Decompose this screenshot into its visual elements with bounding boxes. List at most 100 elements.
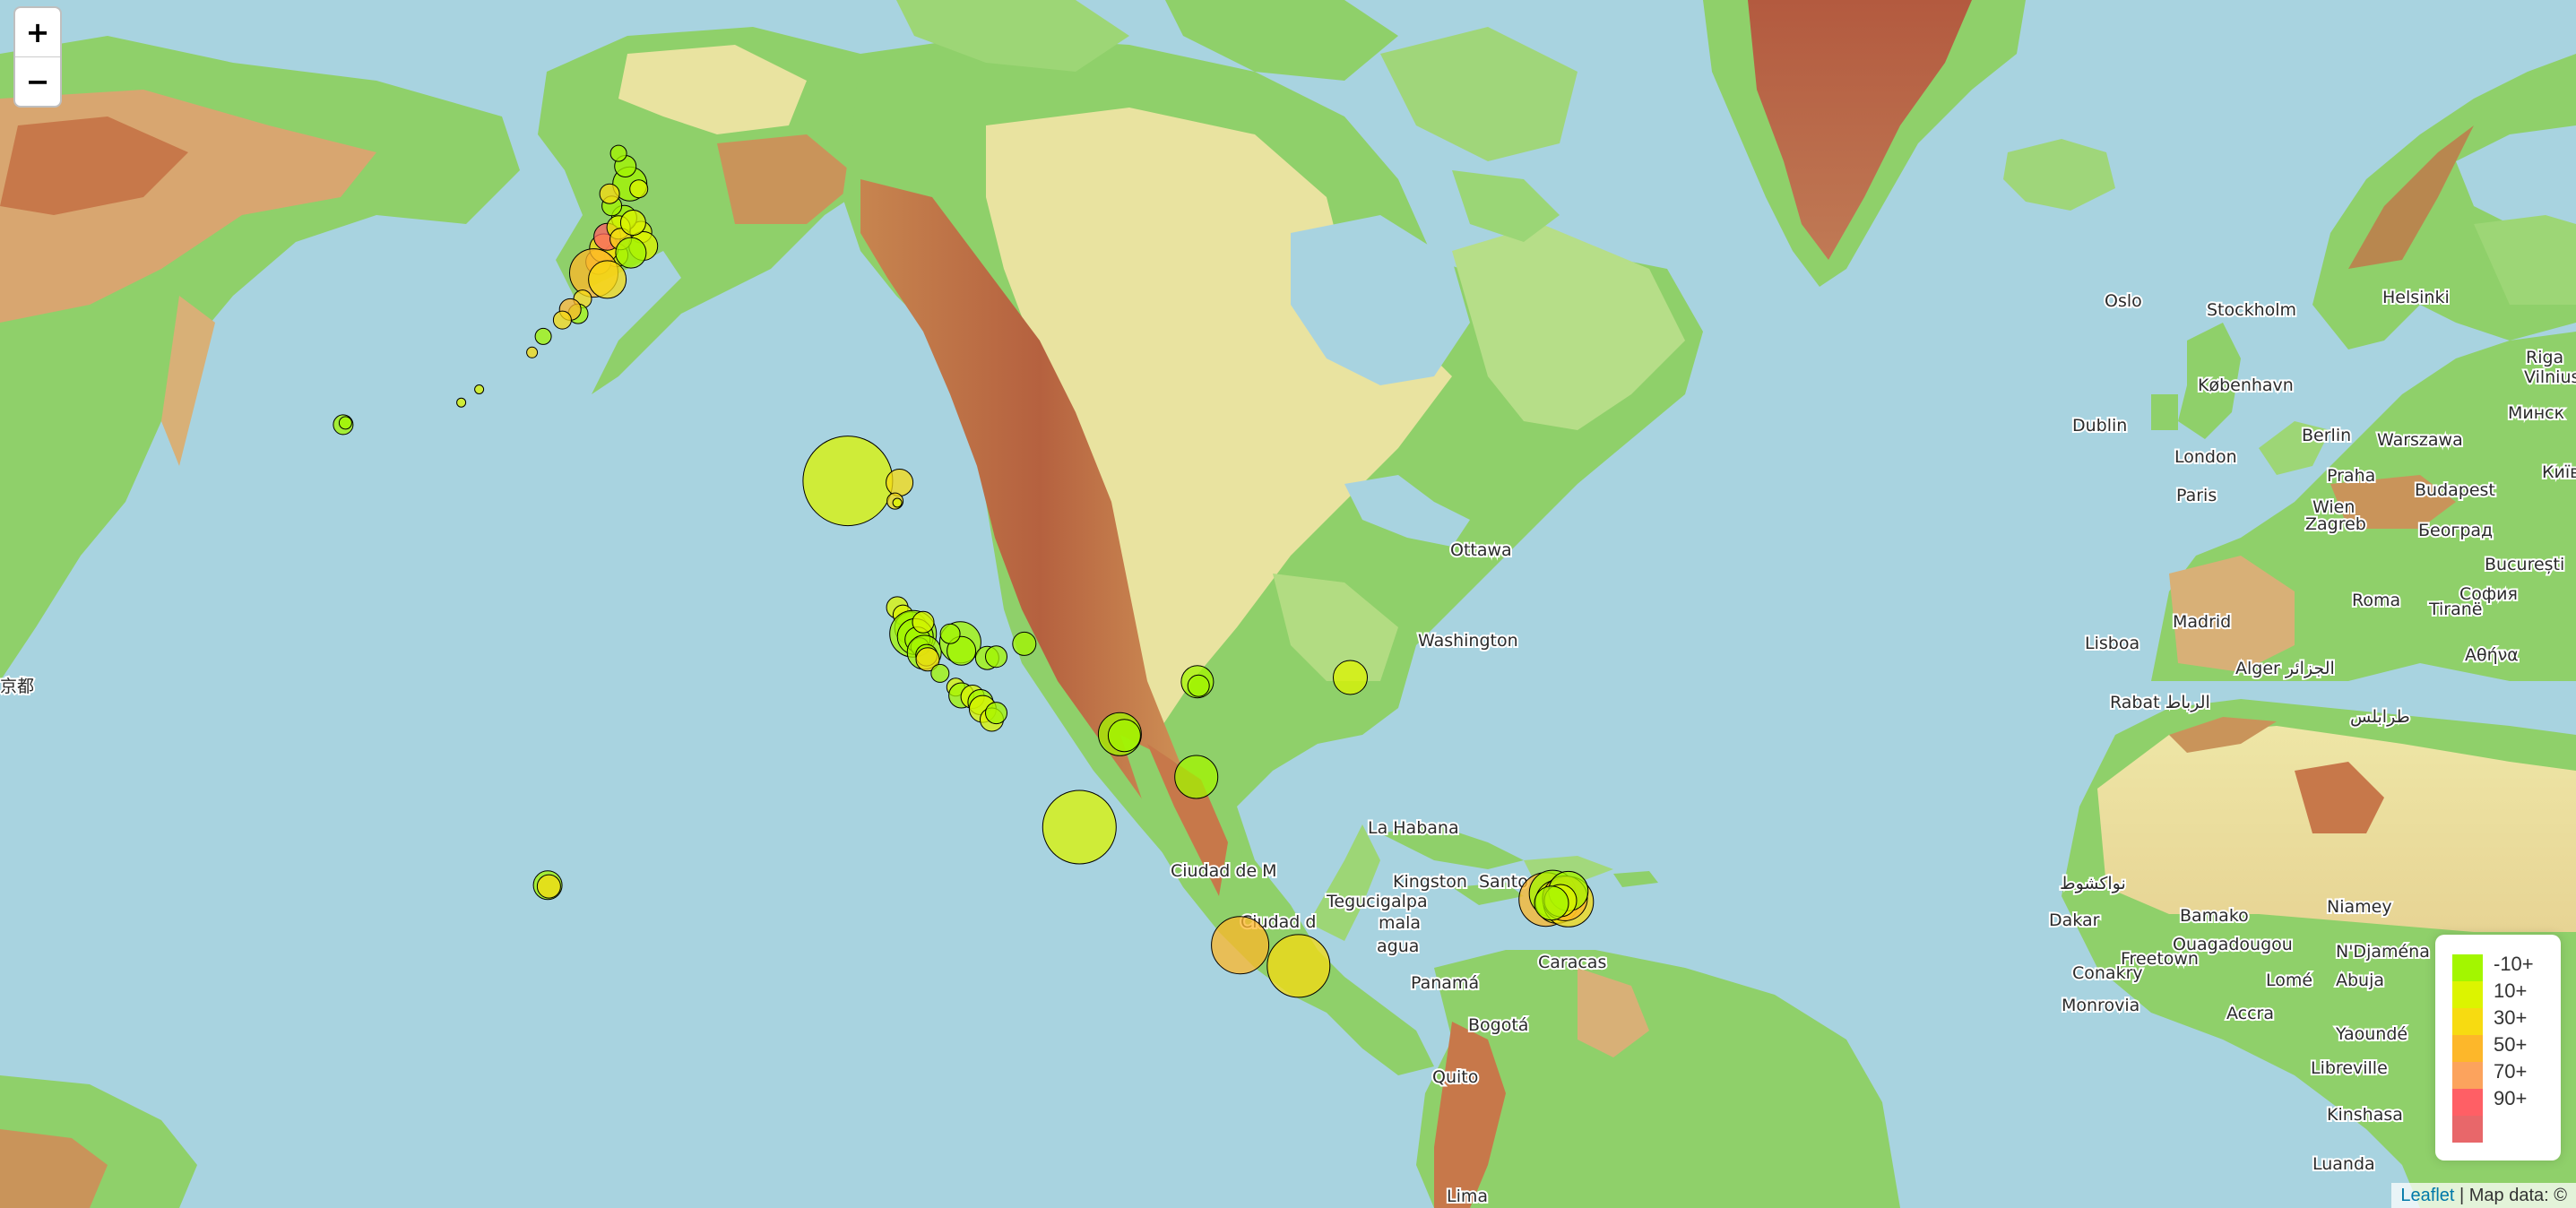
earthquake-marker[interactable] [552,310,572,330]
place-label: Bogotá [1468,1015,1528,1035]
earthquake-marker[interactable] [338,416,352,430]
landmass-alaska [538,27,896,394]
place-label: Београд [2418,521,2493,540]
earthquake-marker[interactable] [1107,719,1141,753]
earthquake-marker[interactable] [474,384,485,394]
earthquake-marker[interactable] [802,436,894,527]
earthquake-marker[interactable] [892,497,903,508]
legend-item: -10+ [2452,954,2561,981]
earthquake-marker[interactable] [1534,885,1569,921]
great-lakes [1344,475,1470,547]
place-label: Praha [2327,466,2375,486]
place-label: København [2198,375,2294,395]
place-label: Lima [1447,1186,1488,1206]
legend-item: 30+ [2452,1008,2561,1035]
earthquake-marker[interactable] [588,260,627,299]
place-label: Ciudad de M [1171,861,1277,881]
earthquake-marker[interactable] [599,183,620,204]
earthquake-marker[interactable] [1187,674,1210,697]
legend-item: 90+ [2452,1089,2561,1116]
place-label: La Habana [1368,818,1459,838]
attribution-text: | Map data: © [2454,1186,2567,1205]
place-label: mala [1379,913,1421,933]
legend-swatch [2452,1008,2483,1035]
place-label: Luanda [2312,1154,2375,1174]
place-label: Riga [2526,348,2563,367]
place-label: Bamako [2180,906,2249,926]
legend-label: 70+ [2494,1060,2528,1083]
place-label: Zagreb [2305,514,2366,534]
legend-swatch [2452,1089,2483,1116]
place-label: București [2485,555,2564,574]
earthquake-marker[interactable] [619,210,646,236]
earthquake-marker[interactable] [985,702,1007,725]
place-label: Αθήνα [2465,645,2519,665]
landmass-iceland [2003,139,2115,211]
earthquake-marker[interactable] [609,144,627,162]
place-label: London [2174,447,2237,467]
place-label: Roma [2352,591,2400,610]
earthquake-marker[interactable] [534,327,552,345]
earthquake-marker[interactable] [526,346,539,358]
place-label: Yaoundé [2335,1024,2407,1044]
earthquake-marker[interactable] [629,179,649,199]
legend-label: 30+ [2494,1006,2528,1029]
earthquake-marker[interactable] [1174,755,1219,799]
place-label: 京都 [0,677,34,696]
place-label: Conakry [2072,963,2143,983]
place-label: Vilnius [2524,367,2576,387]
earthquake-marker[interactable] [456,397,467,408]
place-label: Kinshasa [2327,1105,2403,1125]
earthquake-marker[interactable] [1042,790,1117,865]
place-label: Wien [2312,497,2355,517]
place-label: Panamá [1411,973,1479,993]
earthquake-marker[interactable] [886,469,914,496]
depth-legend: -10+ 10+ 30+ 50+ 70+ 90+ [2435,935,2561,1161]
earthquake-marker[interactable] [915,647,940,672]
place-label: Santo [1479,872,1528,892]
legend-label: 90+ [2494,1087,2528,1109]
place-label: Київ [2542,462,2576,482]
earthquake-marker[interactable] [930,663,950,683]
place-label: Niamey [2327,897,2392,917]
place-label: Madrid [2173,612,2231,632]
legend-label: 10+ [2494,979,2528,1002]
zoom-in-button[interactable]: + [25,15,50,49]
legend-swatch [2452,981,2483,1008]
earthquake-marker[interactable] [912,610,935,634]
earthquake-marker[interactable] [1211,916,1270,975]
earthquake-marker[interactable] [1012,631,1037,656]
place-label: agua [1377,936,1419,956]
zoom-control: + − [13,6,62,108]
place-label: نواكشوط [2060,874,2126,893]
leaflet-link[interactable]: Leaflet [2400,1186,2455,1205]
earthquake-marker[interactable] [1266,934,1331,998]
place-label: Stockholm [2207,300,2296,320]
place-label: Helsinki [2382,288,2450,307]
landmass-britain [2178,323,2241,439]
place-label: Accra [2226,1004,2274,1023]
earthquake-marker[interactable] [939,623,961,644]
earthquake-marker[interactable] [615,237,647,269]
legend-item: 70+ [2452,1062,2561,1089]
place-label: Paris [2176,486,2217,505]
place-label: Lisboa [2085,634,2139,653]
legend-item: 10+ [2452,981,2561,1008]
place-label: Ouagadougou [2173,935,2293,954]
place-label: Ottawa [1450,540,1512,560]
legend-swatch [2452,1035,2483,1062]
place-label: Kingston [1393,872,1467,892]
place-label: Washington [1418,631,1518,651]
earthquake-marker[interactable] [947,635,977,666]
earthquake-marker[interactable] [536,874,561,899]
place-label: Dakar [2049,910,2100,930]
zoom-out-button[interactable]: − [15,56,60,106]
earthquake-marker[interactable] [1333,660,1368,695]
earthquake-marker[interactable] [985,645,1007,669]
place-label: Freetown [2121,949,2199,969]
place-label: Warszawa [2377,430,2463,450]
place-label: Berlin [2302,426,2351,445]
legend-swatch [2452,1116,2483,1143]
